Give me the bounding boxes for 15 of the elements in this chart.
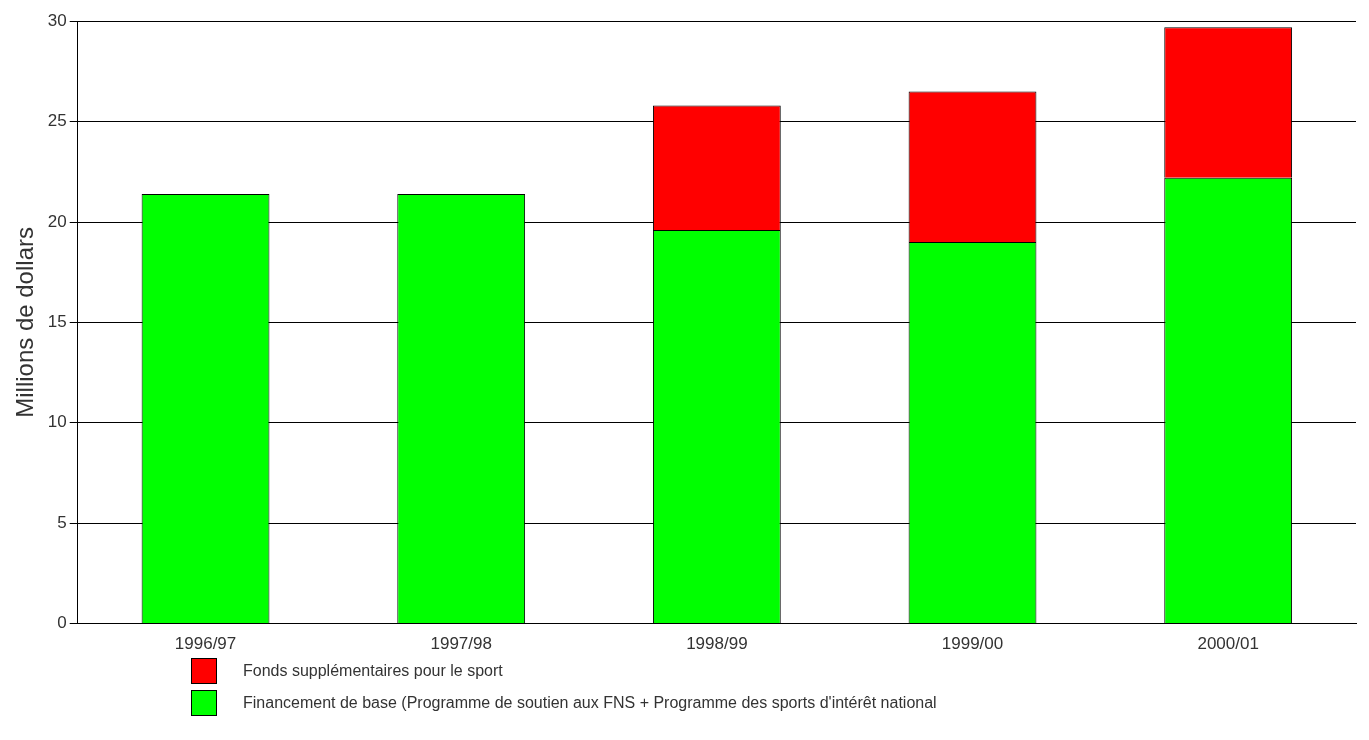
y-tick-label: 10: [47, 412, 67, 432]
x-tick-label: 1998/99: [686, 634, 748, 654]
y-tick-label: 30: [47, 10, 67, 30]
x-tick-label: 1997/98: [430, 634, 492, 654]
legend-label: Financement de base (Programme de soutien aux FNS + Programme des sports d'intérêt national: [243, 694, 937, 712]
y-tick-label: 20: [47, 211, 67, 231]
y-tick-label: 5: [57, 512, 67, 532]
x-tick-label: 2000/01: [1197, 634, 1259, 654]
x-tick-label: 1999/00: [941, 634, 1004, 654]
x-tick-label: 1996/97: [174, 634, 237, 654]
y-tick-label: 0: [57, 613, 67, 633]
legend-label: Fonds supplémentaires pour le sport: [243, 662, 503, 680]
y-tick-label: 15: [47, 312, 67, 332]
y-axis-title: Millions de dollars: [11, 227, 39, 418]
y-tick-label: 25: [47, 111, 67, 131]
